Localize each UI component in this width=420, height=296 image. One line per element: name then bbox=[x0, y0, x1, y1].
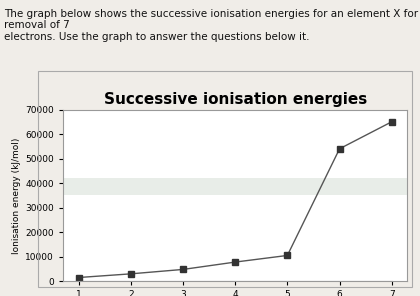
Title: Successive ionisation energies: Successive ionisation energies bbox=[104, 92, 367, 107]
Text: The graph below shows the successive ionisation energies for an element X for re: The graph below shows the successive ion… bbox=[4, 9, 418, 42]
Y-axis label: Ionisation energy (kJ/mol): Ionisation energy (kJ/mol) bbox=[12, 137, 21, 254]
Bar bbox=[63, 178, 407, 195]
